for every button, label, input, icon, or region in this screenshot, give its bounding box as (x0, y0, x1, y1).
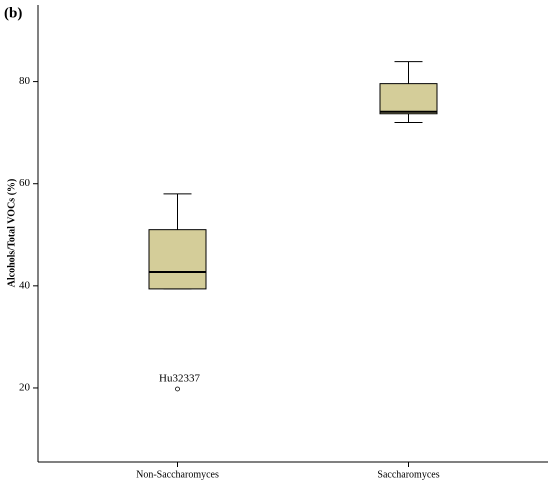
panel-label: (b) (4, 5, 22, 21)
y-tick-label: 60 (19, 177, 31, 189)
y-tick-label: 20 (19, 381, 31, 393)
x-tick-label: Saccharomyces (377, 469, 439, 480)
box (379, 83, 438, 115)
y-tick-label: 40 (19, 279, 31, 291)
outlier (175, 386, 180, 392)
outlier-label: Hu32337 (159, 373, 200, 385)
y-tick-label: 80 (19, 75, 31, 87)
y-axis-label: Alcohols/Total VOCs (%) (6, 179, 17, 288)
x-tick-label: Non-Saccharomyces (136, 469, 219, 480)
box (148, 229, 207, 290)
